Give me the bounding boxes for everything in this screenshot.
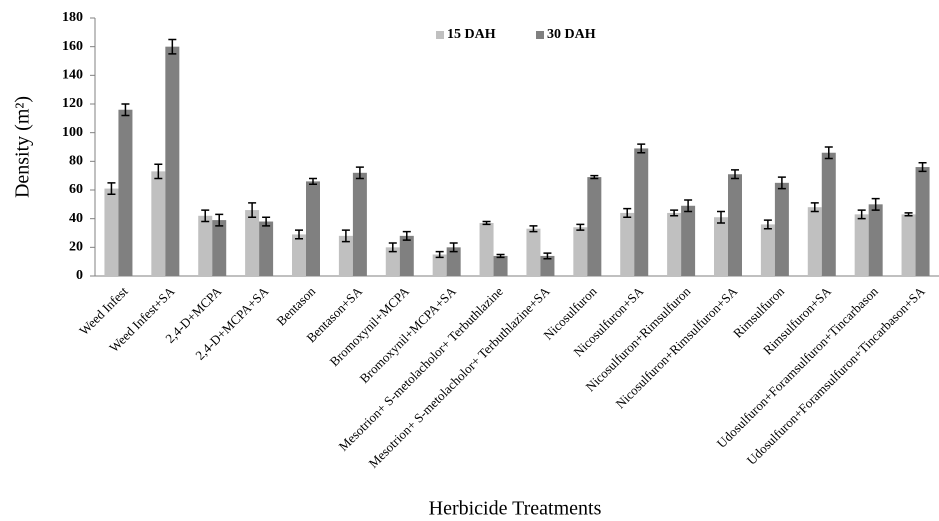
error-bar <box>482 220 491 226</box>
error-bar <box>543 252 552 260</box>
error-bar <box>262 216 271 227</box>
error-bar <box>309 177 317 186</box>
error-bar <box>637 143 646 154</box>
bar <box>774 182 789 276</box>
error-bar <box>576 223 585 231</box>
bar <box>198 215 213 276</box>
error-bar <box>121 103 130 117</box>
bar <box>901 214 916 276</box>
error-bar <box>154 163 163 180</box>
error-bar <box>388 242 397 253</box>
error-bar <box>810 202 819 213</box>
error-bar <box>248 202 257 218</box>
bar <box>760 224 775 276</box>
bar <box>868 204 883 276</box>
bar <box>821 152 836 276</box>
bar <box>915 167 930 276</box>
legend-label: 30 DAH <box>547 27 596 42</box>
bar <box>807 207 822 276</box>
x-tick-label: Bromoxynil+MCPA <box>327 283 413 369</box>
error-bar <box>201 209 210 223</box>
bar <box>338 235 353 276</box>
legend-swatch <box>436 31 444 39</box>
bar <box>493 255 508 276</box>
bar <box>118 109 133 276</box>
x-tick-label: Bentason <box>273 283 318 328</box>
bar <box>446 247 461 276</box>
bar <box>634 148 649 276</box>
error-bar <box>107 182 116 196</box>
bar <box>667 212 682 276</box>
error-bar <box>402 230 411 241</box>
bar <box>681 205 696 276</box>
bar <box>728 174 742 276</box>
error-bar <box>857 209 866 220</box>
y-tick-label: 100 <box>62 125 83 140</box>
error-bar <box>496 253 505 259</box>
bar <box>212 220 227 276</box>
bar <box>259 221 274 276</box>
error-bar <box>670 209 679 217</box>
error-bar <box>590 174 599 180</box>
y-tick-label: 180 <box>62 10 83 25</box>
bar <box>245 210 260 276</box>
error-bar <box>295 229 303 240</box>
y-tick-label: 80 <box>69 154 83 169</box>
y-tick-label: 0 <box>76 268 83 283</box>
error-bar <box>871 197 880 211</box>
bar <box>526 228 541 276</box>
y-tick-label: 40 <box>69 211 83 226</box>
bar <box>399 235 414 276</box>
bar <box>432 254 447 276</box>
bar <box>573 227 588 276</box>
bar <box>165 46 180 276</box>
bar <box>306 181 320 276</box>
y-axis-title: Density (m²) <box>12 96 34 198</box>
bar <box>151 171 166 276</box>
error-bar <box>449 242 458 253</box>
bar <box>587 177 602 276</box>
error-bar <box>355 166 364 180</box>
bar <box>620 212 635 276</box>
error-bar <box>623 207 632 218</box>
bar <box>104 188 119 276</box>
error-bar <box>341 229 350 243</box>
error-bar <box>904 212 913 217</box>
error-bar <box>763 219 772 230</box>
legend-swatch <box>536 31 544 39</box>
y-tick-label: 60 <box>69 182 83 197</box>
error-bar <box>918 162 927 173</box>
error-bar <box>717 210 725 224</box>
bar <box>714 217 728 276</box>
bar <box>385 247 400 276</box>
error-bar <box>435 250 444 259</box>
error-bar <box>777 176 786 190</box>
y-tick-label: 20 <box>69 240 83 255</box>
error-bar <box>168 38 177 55</box>
bar <box>479 222 494 276</box>
y-tick-label: 120 <box>62 96 83 111</box>
x-tick-label: Mesotrion+ S-metolacholor+ Terbuthlazine <box>336 283 506 453</box>
x-tick-label: Udosulfuron+Foramsulfuron+Tincarbason+SA <box>744 283 929 468</box>
error-bar <box>684 199 693 213</box>
bar <box>292 234 306 276</box>
x-axis-title: Herbicide Treatments <box>429 498 602 520</box>
legend-label: 15 DAH <box>447 27 496 42</box>
bar <box>854 214 869 276</box>
error-bar <box>731 169 739 180</box>
error-bar <box>824 146 833 160</box>
error-bar <box>529 225 538 233</box>
y-tick-label: 140 <box>62 68 83 83</box>
bar <box>352 172 367 276</box>
error-bar <box>215 213 224 227</box>
y-tick-label: 160 <box>62 39 83 54</box>
bar <box>540 255 555 276</box>
